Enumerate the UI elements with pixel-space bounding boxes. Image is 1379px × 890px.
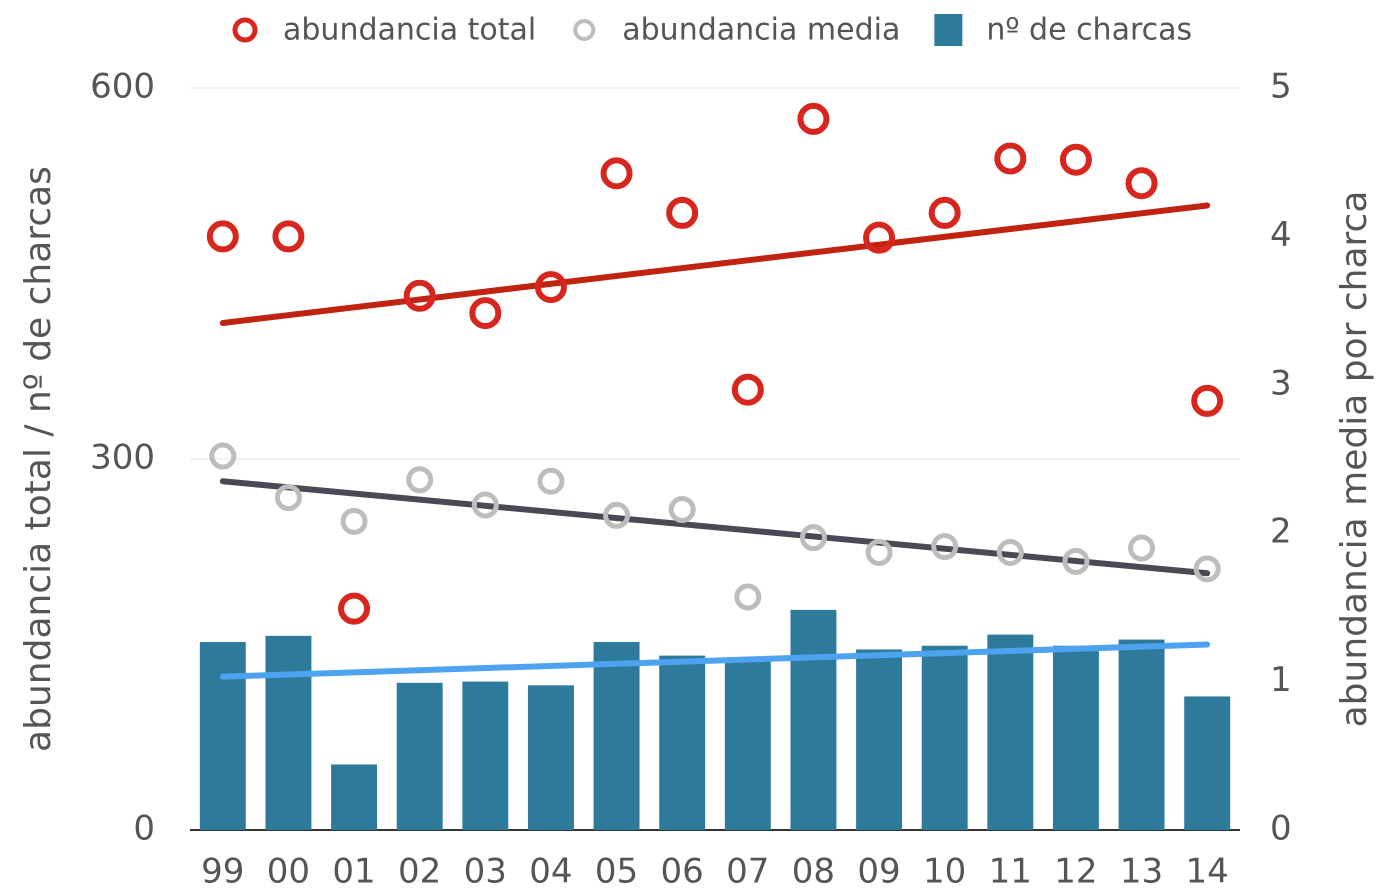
point bbox=[731, 373, 764, 406]
point bbox=[272, 220, 305, 253]
point bbox=[534, 271, 567, 304]
point bbox=[206, 220, 239, 253]
y-axis-title: abundancia total / nº de charcas bbox=[18, 166, 59, 752]
point bbox=[469, 297, 502, 330]
x-tick-label: 10 bbox=[923, 852, 966, 890]
point bbox=[403, 279, 436, 312]
point bbox=[1125, 167, 1158, 200]
y2-tick-label: 1 bbox=[1270, 660, 1292, 700]
point bbox=[734, 583, 762, 611]
x-tick-label: 03 bbox=[464, 852, 507, 890]
bar bbox=[987, 634, 1034, 830]
point bbox=[406, 466, 434, 494]
point bbox=[666, 196, 699, 229]
x-tick-label: 11 bbox=[989, 852, 1032, 890]
bar bbox=[331, 764, 378, 830]
trend-line bbox=[219, 202, 1211, 326]
x-tick-label: 05 bbox=[595, 852, 638, 890]
bar bbox=[1118, 639, 1165, 830]
point bbox=[799, 524, 827, 552]
x-tick-label: 01 bbox=[332, 852, 375, 890]
bar bbox=[462, 681, 509, 830]
x-tick-label: 07 bbox=[726, 852, 769, 890]
point bbox=[668, 495, 696, 523]
point bbox=[1128, 534, 1156, 562]
bar bbox=[527, 685, 574, 830]
x-tick-label: 04 bbox=[529, 852, 572, 890]
point bbox=[863, 221, 896, 254]
trend-line bbox=[219, 641, 1211, 680]
y2-tick-label: 5 bbox=[1270, 67, 1292, 107]
legend-label: abundancia media bbox=[622, 13, 900, 48]
point bbox=[600, 157, 633, 190]
x-tick-label: 99 bbox=[201, 852, 244, 890]
y-tick-label: 0 bbox=[133, 809, 155, 849]
legend-swatch bbox=[573, 19, 596, 41]
point bbox=[1193, 555, 1221, 583]
point bbox=[338, 592, 371, 625]
x-tick-label: 08 bbox=[792, 852, 835, 890]
trend-line bbox=[219, 478, 1211, 577]
point bbox=[603, 501, 631, 529]
point bbox=[340, 507, 368, 535]
bar bbox=[265, 635, 312, 830]
bar bbox=[659, 655, 706, 830]
bar bbox=[396, 682, 443, 830]
x-tick-label: 13 bbox=[1120, 852, 1163, 890]
x-tick-label: 14 bbox=[1186, 852, 1229, 890]
point bbox=[797, 102, 830, 135]
x-tick-label: 00 bbox=[267, 852, 310, 890]
point bbox=[1191, 384, 1224, 417]
point bbox=[274, 484, 302, 512]
y2-tick-label: 2 bbox=[1270, 512, 1292, 552]
bar bbox=[199, 642, 246, 830]
point bbox=[928, 196, 961, 229]
x-tick-label: 02 bbox=[398, 852, 441, 890]
legend-label: abundancia total bbox=[283, 13, 536, 48]
point bbox=[1059, 143, 1092, 176]
bar bbox=[1052, 645, 1099, 830]
point bbox=[865, 538, 893, 566]
y-tick-label: 600 bbox=[90, 67, 155, 107]
legend-swatch bbox=[232, 17, 258, 43]
y-tick-label: 300 bbox=[90, 438, 155, 478]
bar bbox=[593, 642, 640, 830]
point bbox=[996, 538, 1024, 566]
bar bbox=[921, 645, 968, 830]
point bbox=[931, 533, 959, 561]
y2-axis-title: abundancia media por charca bbox=[1334, 191, 1375, 728]
bar bbox=[856, 649, 903, 830]
bar bbox=[790, 609, 837, 830]
point bbox=[994, 142, 1027, 175]
x-tick-label: 06 bbox=[661, 852, 704, 890]
point bbox=[209, 442, 237, 470]
legend-swatch bbox=[934, 14, 963, 46]
bar bbox=[724, 658, 771, 830]
x-tick-label: 09 bbox=[857, 852, 900, 890]
bar bbox=[1184, 696, 1231, 830]
x-tick-label: 12 bbox=[1054, 852, 1097, 890]
legend-label: nº de charcas bbox=[986, 13, 1192, 48]
y2-tick-label: 0 bbox=[1270, 809, 1292, 849]
point bbox=[537, 467, 565, 495]
point bbox=[471, 491, 499, 519]
y2-tick-label: 3 bbox=[1270, 363, 1292, 403]
point bbox=[1062, 547, 1090, 575]
y2-tick-label: 4 bbox=[1270, 215, 1292, 255]
